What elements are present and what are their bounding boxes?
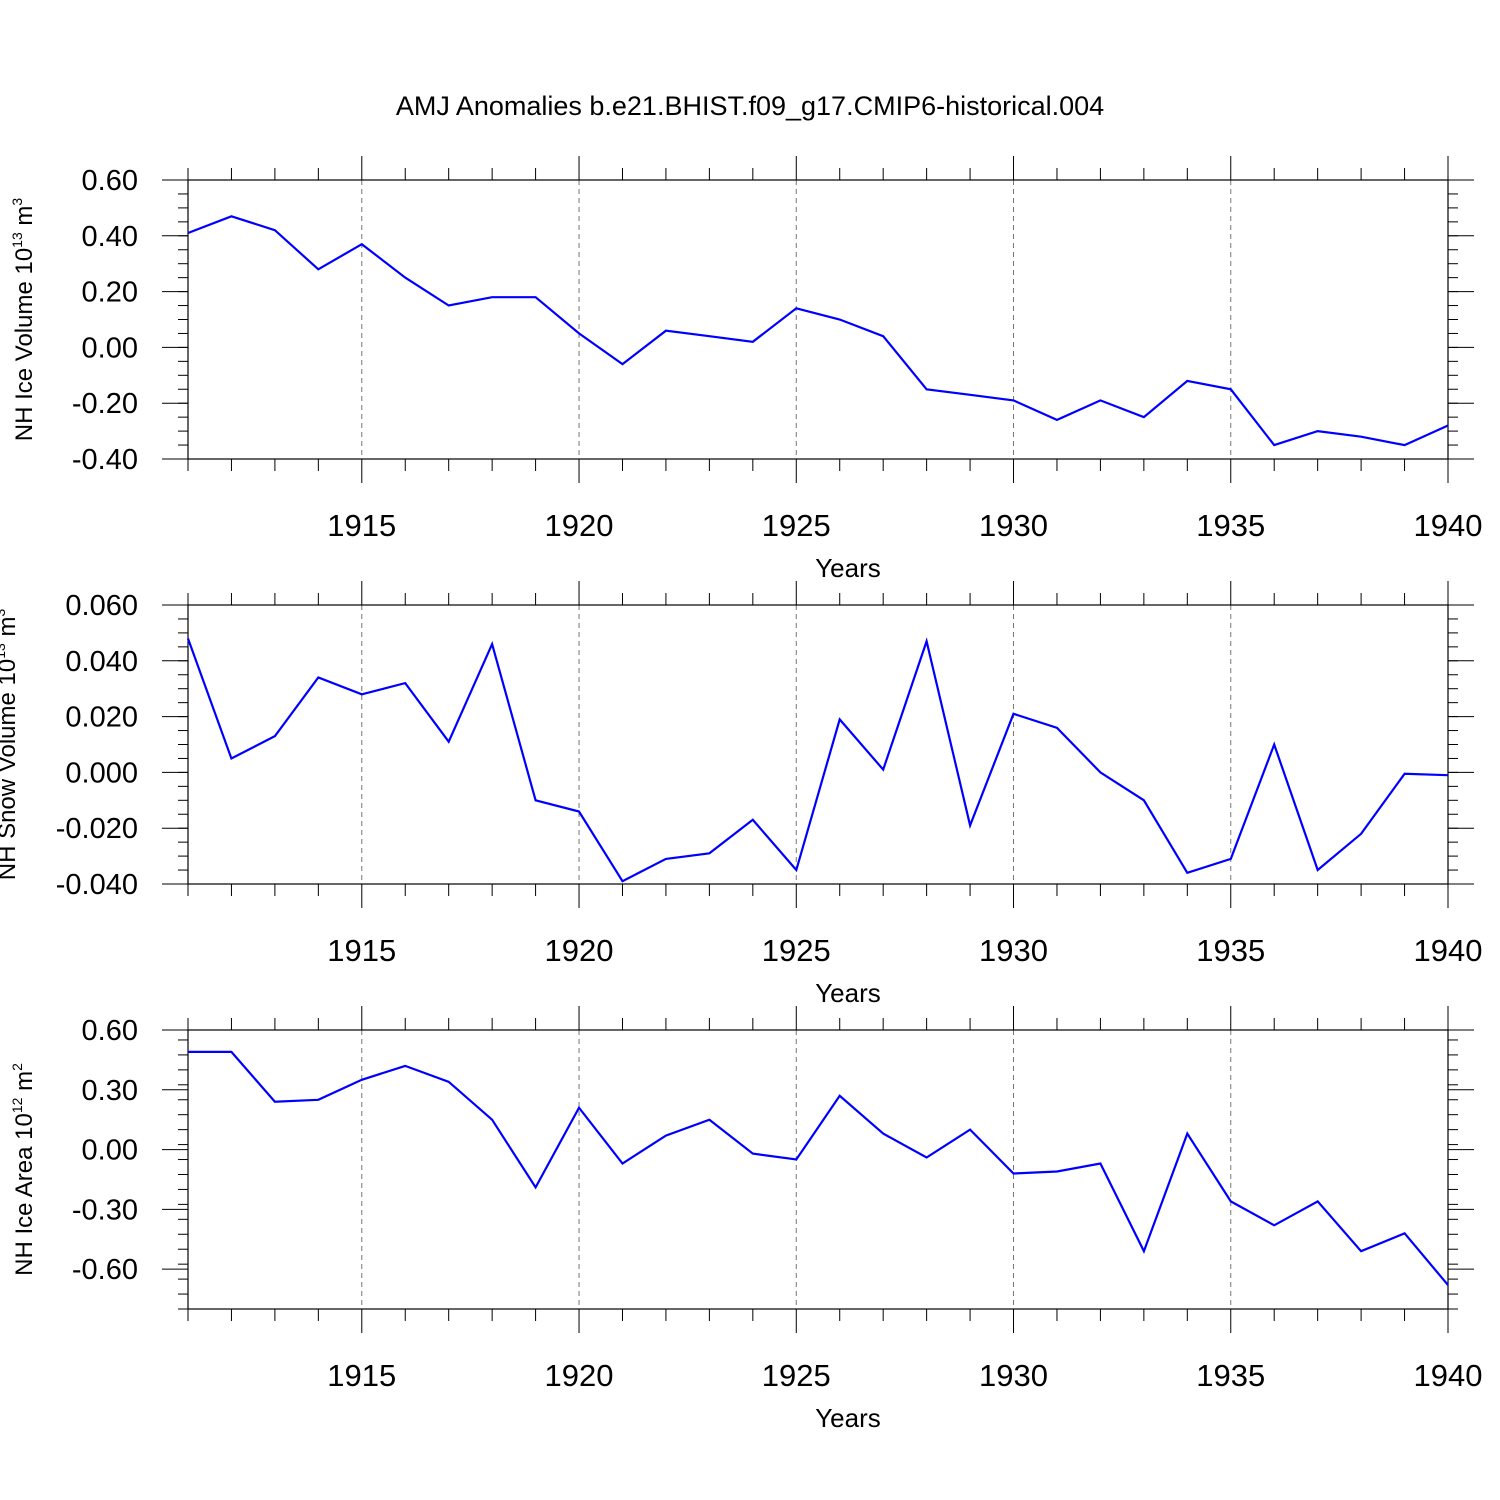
y-axis-label-text: NH Ice Volume 10 — [11, 248, 38, 441]
y-tick-label: -0.30 — [72, 1194, 138, 1226]
y-tick-label: 0.020 — [65, 702, 138, 734]
plot-frame — [187, 1029, 1449, 1310]
y-tick-label: 0.60 — [82, 165, 138, 197]
x-axis-label: Years — [815, 553, 881, 583]
y-tick-label: -0.040 — [56, 869, 138, 901]
x-tick-label: 1915 — [327, 508, 396, 543]
x-tick-label: 1935 — [1196, 1358, 1265, 1393]
series-line — [187, 215, 1449, 447]
x-tick-label: 1930 — [979, 933, 1048, 968]
x-tick-label: 1925 — [762, 508, 831, 543]
x-axis-label: Years — [815, 978, 881, 1008]
x-tick-label: 1915 — [327, 1358, 396, 1393]
y-axis-label-text: m — [0, 617, 21, 644]
y-axis-label: NH Ice Area 1012 m2 — [9, 1063, 38, 1276]
x-tick-label: 1920 — [545, 933, 614, 968]
y-axis-label-superscript: 12 — [9, 1097, 25, 1113]
x-tick-label: 1940 — [1414, 933, 1483, 968]
y-axis-label-superscript: 3 — [0, 609, 8, 617]
y-tick-label: 0.060 — [65, 590, 138, 622]
plot-frame — [187, 604, 1449, 885]
y-axis-label: NH Ice Volume 1013 m3 — [9, 198, 38, 442]
panel-2: 0.060 0.040 0.020 0.000 -0.020 -0.040 1915 1920… — [0, 581, 1482, 1008]
x-tick-label: 1920 — [545, 508, 614, 543]
y-axis-label: NH Snow Volume 1013 m3 — [0, 609, 21, 881]
y-tick-label: -0.60 — [72, 1254, 138, 1286]
plot-frame — [187, 179, 1449, 460]
x-tick-label: 1925 — [762, 1358, 831, 1393]
y-axis-label-superscript: 2 — [9, 1063, 25, 1071]
x-tick-label: 1920 — [545, 1358, 614, 1393]
x-tick-label: 1930 — [979, 508, 1048, 543]
series-line — [186, 637, 1449, 883]
y-tick-label: 0.40 — [82, 221, 138, 253]
y-tick-label: 0.040 — [65, 646, 138, 678]
series-line — [188, 1050, 1449, 1286]
y-tick-label: -0.20 — [72, 388, 138, 420]
y-tick-label: -0.40 — [72, 444, 138, 476]
y-tick-label: 0.00 — [82, 1135, 138, 1167]
x-tick-label: 1940 — [1414, 508, 1483, 543]
y-axis-label-text: NH Snow Volume 10 — [0, 659, 21, 880]
y-tick-label: 0.00 — [82, 332, 138, 364]
y-tick-label: 0.30 — [82, 1075, 138, 1107]
x-tick-label: 1915 — [327, 933, 396, 968]
y-axis-label-text: m — [11, 206, 38, 233]
x-tick-label: 1940 — [1414, 1358, 1483, 1393]
y-tick-label: -0.020 — [56, 813, 138, 845]
figure-title: AMJ Anomalies b.e21.BHIST.f09_g17.CMIP6-… — [396, 91, 1104, 121]
y-axis-label-superscript: 13 — [9, 232, 25, 248]
panel-1: 0.60 0.40 0.20 0.00 -0.20 -0.40 1915 1920 1925 19… — [9, 156, 1482, 583]
y-axis-label-superscript: 3 — [9, 198, 25, 206]
y-tick-label: 0.000 — [65, 757, 138, 789]
x-axis-label: Years — [815, 1403, 881, 1433]
x-tick-label: 1930 — [979, 1358, 1048, 1393]
x-tick-label: 1925 — [762, 933, 831, 968]
panel-3: 0.60 0.30 0.00 -0.30 -0.60 1915 1920 1925 1930 19… — [9, 1006, 1482, 1433]
y-axis-label-text: NH Ice Area 10 — [11, 1113, 38, 1276]
x-tick-label: 1935 — [1196, 933, 1265, 968]
y-tick-label: 0.20 — [82, 277, 138, 309]
y-axis-label-superscript: 13 — [0, 643, 8, 659]
x-tick-label: 1935 — [1196, 508, 1265, 543]
y-tick-label: 0.60 — [82, 1015, 138, 1047]
y-axis-label-text: m — [11, 1071, 38, 1098]
